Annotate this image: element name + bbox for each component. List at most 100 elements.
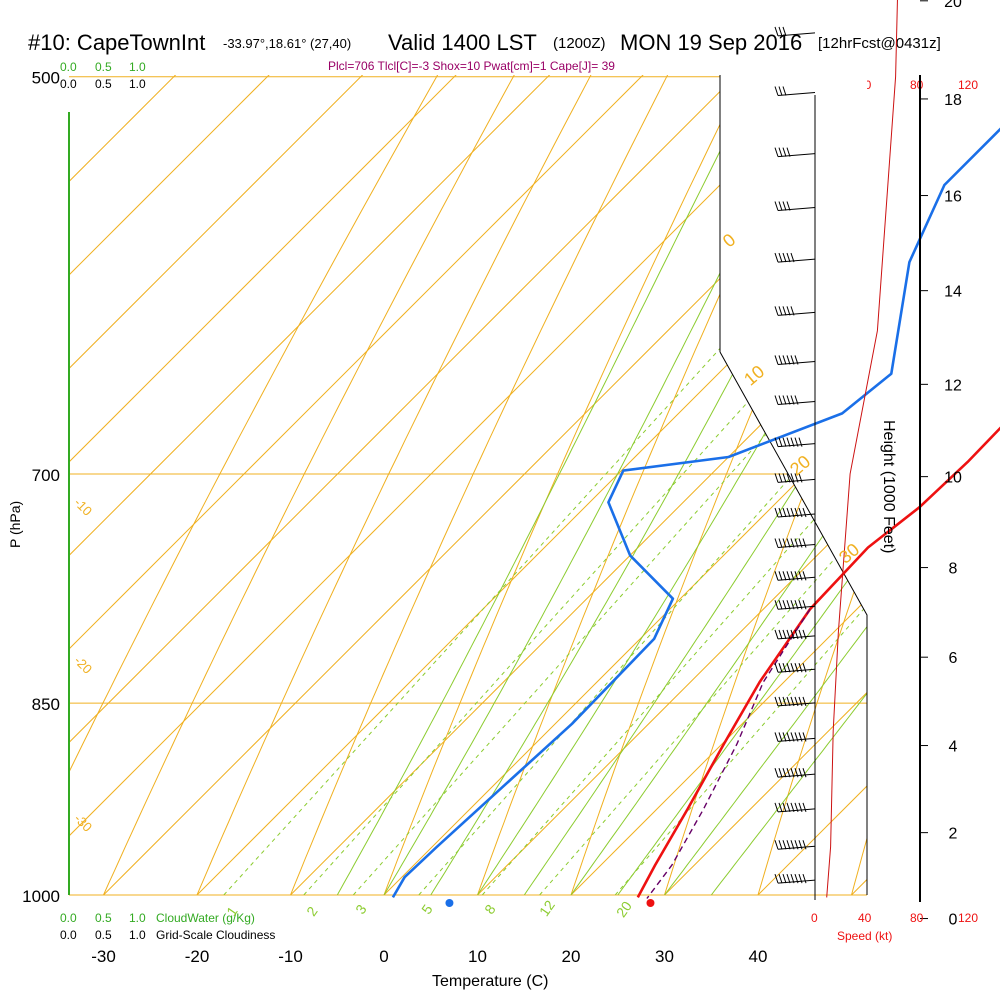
temperature-tick-label: 0	[379, 947, 388, 966]
wind-barb-flag	[802, 732, 807, 742]
isotherm-line	[69, 75, 364, 370]
top-cloudiness-scale: 0.0 0.5 1.0	[60, 77, 146, 91]
wind-barb-flag	[794, 538, 799, 548]
height-axis-label: Height (1000 Feet)	[880, 420, 897, 553]
wind-barb-flag	[778, 732, 783, 742]
wind-barb-flag	[786, 252, 791, 263]
wind-barb	[777, 207, 816, 212]
wind-barb-flag	[778, 252, 783, 263]
height-tick-label: 4	[949, 739, 958, 756]
wind-barb-flag	[790, 629, 795, 640]
height-tick-label: 14	[944, 284, 962, 301]
pressure-tick-label: 700	[32, 466, 60, 485]
wind-barb-flag	[794, 802, 799, 813]
pressure-tick-label: 500	[32, 69, 60, 88]
wind-barb	[777, 773, 816, 778]
station-coords: -33.97°,18.61° (27,40)	[223, 36, 351, 51]
wind-barb-flag	[778, 507, 783, 518]
speed-legend: Speed (kt)	[837, 929, 892, 943]
wind-barb-flag	[790, 252, 795, 263]
wind-barb-flag	[790, 437, 795, 447]
speed-tick-label: 120	[958, 911, 978, 925]
valid-time: Valid 1400 LST	[388, 30, 537, 55]
station-title: #10: CapeTownInt	[28, 30, 205, 55]
speed-tick-label: 0	[811, 911, 818, 925]
wind-barb-flag	[782, 26, 787, 37]
temperature-tick-label: -20	[185, 947, 210, 966]
wind-barb-flag	[774, 306, 779, 316]
cloud-tick-label: 0.0	[60, 77, 77, 91]
wind-barb-flag	[798, 629, 803, 640]
cloud-tick-label: 0.5	[95, 928, 112, 942]
forecast-date: MON 19 Sep 2016	[620, 30, 802, 55]
wind-barb-flag	[774, 663, 779, 673]
dry-adiabat-line	[931, 0, 1000, 953]
temperature-axis-label: Temperature (C)	[432, 973, 548, 990]
isotherm-line	[851, 878, 867, 895]
wind-barb-flag	[790, 306, 795, 316]
wind-barb-flag	[778, 802, 783, 813]
wind-barb-flag	[798, 437, 803, 447]
wind-barb-flag	[794, 507, 799, 518]
wind-barb-flag	[786, 507, 791, 518]
dry-adiabat-line	[476, 75, 822, 895]
dewpoint-line	[391, 127, 1000, 899]
wind-barb-flag	[782, 696, 787, 707]
surface-dewpoint-point	[445, 899, 454, 907]
wind-barb-flag	[802, 802, 807, 813]
wind-barb	[777, 845, 816, 850]
height-ticks: 02468101214161820222426283032	[920, 0, 962, 929]
moist-adiabat-line	[617, 553, 867, 895]
dry-adiabat-line	[69, 75, 439, 774]
pressure-tick-label: 850	[32, 695, 60, 714]
wind-barb-flag	[778, 437, 783, 447]
height-tick-label: 0	[949, 912, 958, 929]
speed-profile	[826, 0, 898, 898]
bottom-cloudwater-scale: 0.0 0.5 1.0 CloudWater (g/Kg)	[60, 911, 255, 925]
mixing-ratio-line	[223, 186, 867, 895]
wind-barb-flag	[786, 663, 791, 673]
wind-barb-flag	[790, 768, 795, 778]
wind-barb-flag	[790, 802, 795, 813]
wind-barb-flag	[782, 600, 787, 610]
height-tick-label: 8	[949, 561, 958, 578]
wind-barb-flag	[774, 538, 779, 548]
wind-barb-flag	[798, 840, 803, 850]
wind-barb-flag	[782, 201, 787, 211]
wind-barb-flag	[774, 768, 779, 778]
wind-barb	[777, 258, 816, 263]
wind-barb	[777, 605, 816, 610]
wind-barb-flag	[782, 147, 787, 157]
wind-barb-flag	[774, 873, 779, 884]
wind-barb-flag	[774, 696, 779, 707]
wind-barb-flag	[790, 538, 795, 548]
wind-barb-flag	[798, 571, 803, 581]
parcel-line	[646, 608, 811, 899]
wind-barb-flag	[794, 395, 799, 405]
surface-temperature-point	[646, 899, 655, 907]
wind-barb-flag	[786, 473, 791, 483]
wind-barb-flag	[782, 252, 787, 263]
wind-barb-flag	[774, 355, 779, 365]
wind-barb-flag	[782, 395, 787, 405]
wind-barb-flag	[794, 600, 799, 610]
temperature-tick-label: 40	[749, 947, 768, 966]
wind-barb-flag	[794, 732, 799, 742]
wind-barb-flag	[782, 306, 787, 316]
wind-barb-flag	[790, 571, 795, 581]
wind-barb-flag	[802, 768, 807, 778]
profiles	[391, 127, 1000, 907]
top-cloudwater-scale: 0.0 0.5 1.0	[60, 60, 146, 74]
wind-barb-flag	[778, 86, 783, 96]
cloud-tick-label: 0.0	[60, 911, 77, 925]
cloud-tick-label: 0.5	[95, 911, 112, 925]
wind-barb-flag	[786, 873, 791, 884]
temperature-tick-label: 10	[468, 947, 487, 966]
wind-barb-flag	[798, 663, 803, 673]
wind-barb	[777, 635, 816, 640]
height-tick-label: 10	[944, 470, 962, 487]
indices-line: Plcl=706 Tlcl[C]=-3 Shox=10 Pwat[cm]=1 C…	[328, 59, 615, 73]
wind-barb-flag	[778, 147, 783, 157]
height-tick-label: 12	[944, 377, 962, 394]
